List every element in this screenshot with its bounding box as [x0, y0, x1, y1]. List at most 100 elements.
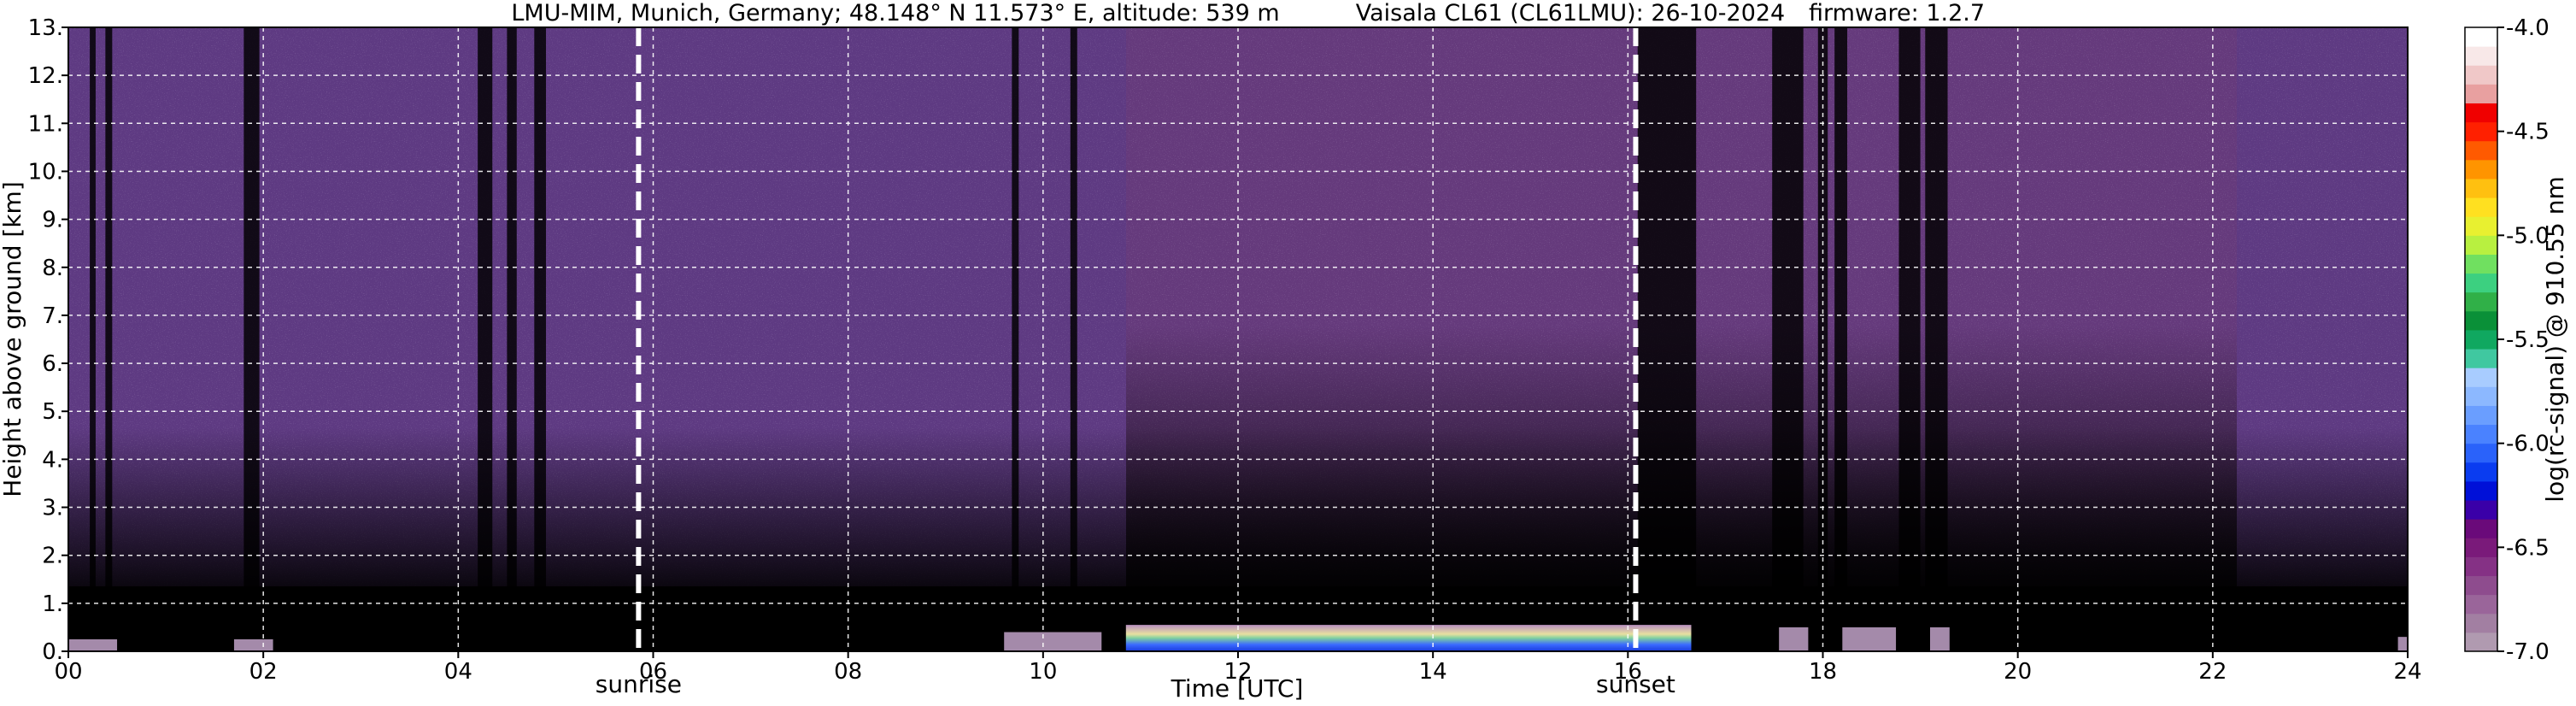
y-tick-label: 6. — [42, 351, 63, 377]
colorbar-tick-label: -5.0 — [2506, 223, 2550, 249]
aerosol-layer — [1779, 627, 1809, 651]
y-tick-label: 10. — [28, 159, 63, 185]
colorbar-segment — [2465, 103, 2497, 123]
sunset-label: sunset — [1596, 670, 1675, 698]
colorbar-tick-label: -7.0 — [2506, 639, 2550, 665]
y-tick-label: 5. — [42, 399, 63, 425]
x-tick-label: 04 — [444, 659, 472, 685]
colorbar-segment — [2465, 46, 2497, 66]
data-gap — [1070, 27, 1077, 651]
x-axis-label: Time [UTC] — [1171, 674, 1304, 703]
x-tick-label: 16 — [1614, 659, 1642, 685]
y-tick-label: 11. — [28, 111, 63, 137]
colorbar-segment — [2465, 462, 2497, 482]
x-tick-label: 08 — [834, 659, 862, 685]
y-tick-label: 12. — [28, 63, 63, 89]
colorbar-segment — [2465, 65, 2497, 85]
colorbar-segment — [2465, 538, 2497, 557]
y-tick-label: 0. — [42, 639, 63, 665]
y-tick-label: 4. — [42, 447, 63, 473]
colorbar-tick-label: -5.5 — [2506, 327, 2550, 353]
colorbar-tick-label: -4.0 — [2506, 15, 2550, 41]
data-gap — [105, 27, 113, 651]
colorbar-label: log(rc-signal) @ 910.55 nm — [2541, 176, 2569, 502]
aerosol-layer — [1929, 627, 1950, 651]
x-tick-label: 00 — [54, 659, 82, 685]
colorbar-segment — [2465, 443, 2497, 463]
data-gaps — [90, 27, 1948, 651]
colorbar-segment — [2465, 178, 2497, 198]
colorbar-segment — [2465, 368, 2497, 387]
colorbar-segment — [2465, 519, 2497, 538]
data-gap — [1898, 27, 1921, 651]
colorbar-segment — [2465, 329, 2497, 350]
x-tick-label: 10 — [1029, 659, 1057, 685]
colorbar-segment — [2465, 480, 2497, 501]
colorbar-segment — [2465, 273, 2497, 293]
y-tick-label: 3. — [42, 496, 63, 521]
colorbar-segment — [2465, 386, 2497, 406]
x-tick-label: 06 — [639, 659, 667, 685]
aerosol-layer — [1125, 625, 1692, 651]
colorbar-segment — [2465, 575, 2497, 596]
x-axis: 00 02 04 06 08 10 12 14 16 18 20 22 24 — [54, 651, 2422, 685]
y-tick-label: 9. — [42, 208, 63, 233]
aerosol-layer — [68, 638, 118, 651]
data-gap — [507, 27, 517, 651]
colorbar-segment — [2465, 405, 2497, 426]
y-tick-label: 1. — [42, 591, 63, 617]
colorbar-segment — [2465, 216, 2497, 236]
colorbar-segment — [2465, 197, 2497, 217]
colorbar-tick-label: -4.5 — [2506, 120, 2550, 145]
y-axis: 0. 1. 2. 3. 4. 5. 6. 7. 8. 9. 10. 11. 12. 13. — [28, 15, 68, 665]
colorbar-segment — [2465, 556, 2497, 577]
colorbar-segment — [2465, 121, 2497, 142]
y-tick-label: 7. — [42, 303, 63, 329]
x-tick-label: 20 — [2004, 659, 2032, 685]
y-tick-label: 2. — [42, 544, 63, 569]
sunrise-label: sunrise — [596, 670, 682, 698]
colorbar-segment — [2465, 500, 2497, 520]
colorbar-segment — [2465, 254, 2497, 274]
colorbar-segment — [2465, 235, 2497, 255]
data-gap — [90, 27, 96, 651]
chart-title-site: LMU-MIM, Munich, Germany; 48.148° N 11.5… — [511, 0, 1279, 26]
colorbar-segment — [2465, 310, 2497, 331]
x-tick-label: 18 — [1809, 659, 1837, 685]
colorbar-segment — [2465, 632, 2497, 652]
data-gap — [1925, 27, 1948, 651]
x-tick-label: 14 — [1419, 659, 1447, 685]
x-tick-label: 02 — [249, 659, 278, 685]
colorbar-segment — [2465, 613, 2497, 633]
colorbar-segment — [2465, 140, 2497, 161]
x-tick-label: 24 — [2393, 659, 2421, 685]
data-gap — [1637, 27, 1697, 651]
data-gap — [534, 27, 547, 651]
colorbar-segment — [2465, 27, 2497, 47]
aerosol-layer — [1004, 632, 1102, 651]
data-gap — [1012, 27, 1019, 651]
data-gap — [244, 27, 260, 651]
colorbar-segment — [2465, 159, 2497, 179]
data-gap — [1834, 27, 1848, 651]
y-tick-label: 13. — [28, 15, 63, 41]
y-axis-label: Height above ground [km] — [0, 181, 26, 497]
chart-title-firmware: firmware: 1.2.7 — [1809, 0, 1985, 26]
aerosol-layer — [1842, 627, 1897, 651]
grid — [68, 27, 2408, 651]
colorbar-segment — [2465, 424, 2497, 444]
plot-area — [68, 27, 2408, 651]
colorbar-segment — [2465, 291, 2497, 312]
colorbar-segment — [2465, 84, 2497, 103]
colorbar-tick-label: -6.0 — [2506, 432, 2550, 457]
x-tick-label: 22 — [2198, 659, 2227, 685]
sun-lines — [636, 27, 1639, 651]
data-gap — [1772, 27, 1804, 651]
data-gap — [478, 27, 493, 651]
colorbar: -7.0 -6.5 -6.0 -5.5 -5.0 -4.5 -4.0 — [2464, 15, 2550, 665]
signal-layers — [68, 625, 2408, 651]
chart-title-instrument: Vaisala CL61 (CL61LMU): 26-10-2024 — [1356, 0, 1786, 26]
colorbar-tick-label: -6.5 — [2506, 535, 2550, 561]
x-tick-label: 12 — [1223, 659, 1252, 685]
